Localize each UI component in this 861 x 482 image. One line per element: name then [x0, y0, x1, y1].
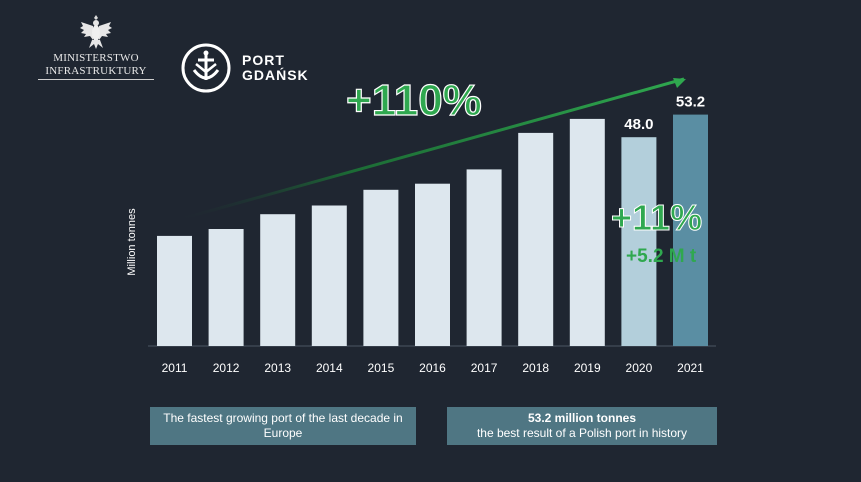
- x-tick-label-2011: 2011: [162, 361, 188, 375]
- x-tick-label-2016: 2016: [419, 361, 446, 375]
- bar-2016: [415, 183, 450, 346]
- bar-2018: [518, 132, 554, 346]
- ministry-logo: MINISTERSTWO INFRASTRUKTURY: [34, 12, 158, 80]
- ministry-name-line1: MINISTERSTWO: [53, 52, 139, 64]
- bar-2021: [673, 114, 708, 346]
- port-name-line2: GDAŃSK: [242, 67, 309, 83]
- growth-annotation-recent: +11%: [611, 197, 702, 238]
- growth-trend-arrowhead: [673, 78, 686, 88]
- port-name-line1: PORT: [242, 52, 285, 68]
- anchor-emblem-icon: [181, 43, 231, 93]
- x-tick-label-2018: 2018: [522, 361, 549, 375]
- bar-2012: [208, 229, 244, 346]
- x-tick-label-2014: 2014: [316, 361, 343, 375]
- x-tick-label-2012: 2012: [213, 361, 240, 375]
- caption-right-title: 53.2 million tonnes: [527, 411, 637, 425]
- white-eagle-emblem-icon: [80, 15, 112, 49]
- port-name: PORT GDAŃSK: [242, 53, 309, 83]
- x-tick-label-2021: 2021: [677, 361, 704, 375]
- bar-2017: [466, 169, 502, 346]
- bar-2019: [569, 118, 605, 347]
- x-tick-label-2015: 2015: [368, 361, 395, 375]
- caption-left-text: The fastest growing port of the last dec…: [163, 411, 403, 440]
- x-tick-label-2013: 2013: [264, 361, 291, 375]
- caption-best-result: 53.2 million tonnes the best result of a…: [447, 407, 717, 445]
- ministry-rule: [38, 79, 154, 80]
- bar-2013: [260, 214, 296, 346]
- ministry-name-line2: INFRASTRUKTURY: [45, 65, 147, 77]
- bar-2011: [157, 235, 192, 346]
- growth-trend-arrow: [169, 77, 685, 224]
- bar-2015: [363, 189, 399, 346]
- x-tick-label-2020: 2020: [626, 361, 653, 375]
- growth-annotation-big: +110%: [346, 76, 482, 125]
- value-label-2020: 48.0: [624, 116, 653, 133]
- tonnage-bar-chart: Million tonnes 2011 2012 2013 2014 2015 2016 2…: [126, 75, 716, 375]
- bar-2014: [311, 205, 347, 346]
- y-axis-label: Million tonnes: [126, 208, 138, 276]
- growth-annotation-recent-abs: +5.2 M t: [626, 246, 697, 267]
- caption-right-text: the best result of a Polish port in hist…: [476, 426, 688, 440]
- port-gdansk-logo: PORT GDAŃSK: [180, 42, 309, 94]
- bar-2020: [621, 137, 657, 346]
- value-label-2021: 53.2: [676, 94, 705, 111]
- caption-fastest-growing: The fastest growing port of the last dec…: [150, 407, 416, 445]
- x-tick-label-2019: 2019: [574, 361, 601, 375]
- x-tick-label-2017: 2017: [471, 361, 498, 375]
